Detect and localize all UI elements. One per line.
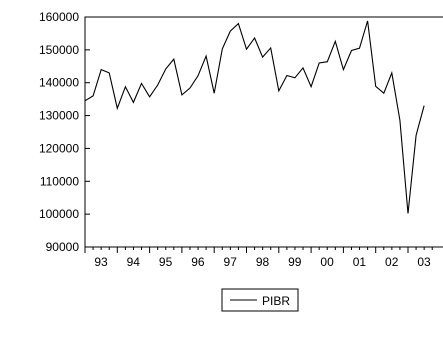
y-tick-label: 120000 — [39, 141, 79, 155]
x-tick-label: 98 — [256, 255, 270, 269]
plot-frame — [84, 16, 443, 248]
legend: PIBR — [221, 288, 299, 312]
y-tick-label: 150000 — [39, 43, 79, 57]
y-tick-label: 110000 — [40, 174, 79, 188]
x-tick-label: 03 — [417, 255, 431, 269]
series-layer — [84, 20, 425, 214]
legend-label-pibr: PIBR — [262, 294, 290, 308]
y-tick-label: 140000 — [39, 76, 79, 90]
plot-area — [84, 16, 443, 248]
series-line-pibr — [84, 20, 425, 214]
x-tick-label: 96 — [191, 255, 205, 269]
x-tick-label: 95 — [159, 255, 173, 269]
x-tick-label: 99 — [288, 255, 302, 269]
x-tick-label: 97 — [224, 255, 238, 269]
y-tick-label: 100000 — [39, 207, 79, 221]
legend-box — [221, 288, 299, 312]
y-tick-label: 130000 — [39, 109, 79, 123]
x-tick-label: 00 — [320, 255, 334, 269]
x-tick-label: 02 — [385, 255, 399, 269]
y-axis: 90000 100000 110000 120000 130000 140000 15000… — [39, 10, 90, 254]
y-tick-label: 90000 — [46, 240, 80, 254]
x-axis: 93 94 95 96 97 98 99 00 01 02 03 — [84, 247, 433, 269]
y-tick-label: 160000 — [39, 10, 79, 24]
x-tick-label: 94 — [127, 255, 141, 269]
x-tick-label: 01 — [353, 255, 367, 269]
x-tick-label: 93 — [94, 255, 108, 269]
